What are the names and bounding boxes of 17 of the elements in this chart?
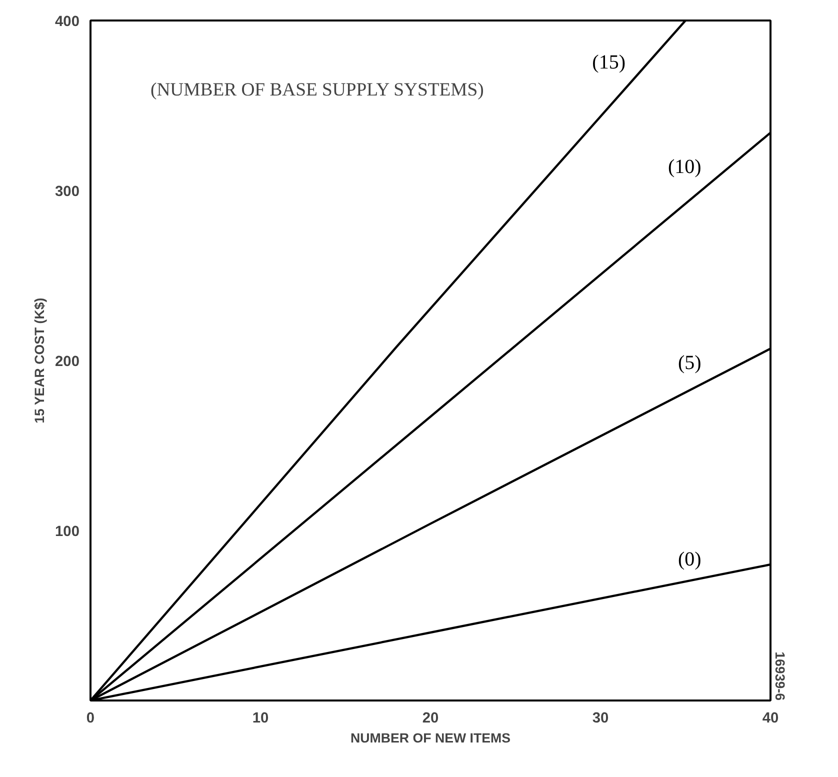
series-label: (15) [592, 51, 626, 74]
y-axis-title: 15 YEAR COST (K$) [32, 298, 48, 424]
x-tick-label: 10 [252, 710, 269, 726]
y-tick-label: 200 [55, 354, 80, 370]
series-label: (5) [678, 352, 702, 374]
x-tick-label: 20 [422, 710, 439, 726]
y-tick-label: 400 [55, 14, 80, 30]
text: 16939-6 [772, 652, 788, 701]
annotation: (NUMBER OF BASE SUPPLY SYSTEMS) [150, 80, 484, 100]
x-tick-label: 0 [86, 710, 95, 726]
y-tick-label: 300 [55, 184, 80, 200]
x-tick-label: 40 [762, 710, 779, 726]
series-label: (10) [668, 156, 702, 178]
y-tick-label: 100 [55, 524, 80, 540]
series-label: (0) [678, 548, 702, 571]
x-tick-label: 30 [592, 710, 609, 726]
x-axis-title: NUMBER OF NEW ITEMS [350, 730, 511, 746]
